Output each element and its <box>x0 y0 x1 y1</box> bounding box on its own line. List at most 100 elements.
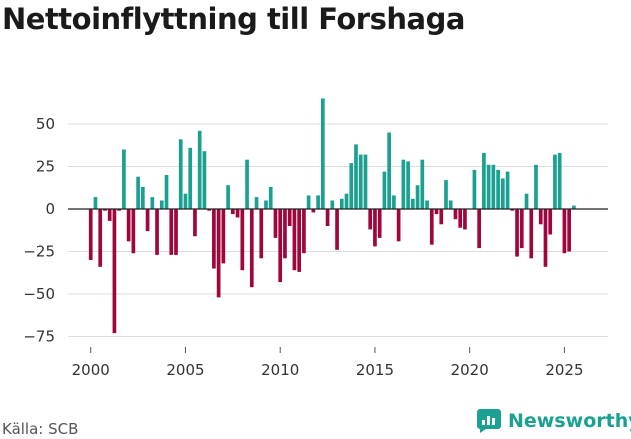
bar <box>140 186 145 209</box>
y-axis-ticks: 50 25 0 −25 −50 −75 <box>23 115 55 346</box>
bar <box>420 159 425 209</box>
bar <box>543 209 548 267</box>
bar <box>548 209 553 235</box>
bar <box>363 154 368 209</box>
bar <box>264 200 268 209</box>
bar <box>401 159 406 209</box>
bar <box>519 209 524 249</box>
bar <box>131 209 136 254</box>
bar <box>316 195 320 209</box>
newsworthy-logo-icon <box>477 409 501 433</box>
bar <box>226 185 230 209</box>
bar <box>349 163 354 209</box>
bar <box>486 164 491 209</box>
bar <box>216 209 221 298</box>
bar <box>207 209 211 211</box>
bar <box>240 209 245 271</box>
bar <box>278 209 283 283</box>
bar <box>103 209 107 211</box>
bar <box>339 198 344 209</box>
bar <box>126 209 131 242</box>
brand-name: Newsworthy <box>508 410 631 432</box>
bar <box>373 209 377 247</box>
bar <box>330 200 335 209</box>
bar <box>510 209 515 211</box>
bar <box>150 197 155 209</box>
bar <box>283 209 287 259</box>
bar <box>335 209 339 250</box>
bar <box>122 149 126 209</box>
bar <box>429 209 434 245</box>
x-tick-label: 2020 <box>451 361 489 379</box>
bar <box>491 164 496 209</box>
bar <box>183 193 188 209</box>
bar <box>382 171 387 209</box>
bar <box>136 176 140 209</box>
bar <box>230 209 235 215</box>
bar <box>212 209 216 269</box>
bar <box>368 209 373 230</box>
bar <box>320 98 325 209</box>
bar <box>482 152 486 209</box>
y-tick-label: 0 <box>45 200 55 218</box>
y-tick-label: 50 <box>36 115 55 133</box>
bar <box>448 200 453 209</box>
bar <box>302 209 306 254</box>
source-note: Källa: SCB <box>2 420 79 438</box>
bar <box>273 209 278 238</box>
bar <box>268 186 273 209</box>
bar <box>358 154 363 209</box>
bar <box>434 209 439 215</box>
bar <box>117 209 121 211</box>
bar <box>453 209 458 220</box>
x-axis-ticks: 2000 2005 2010 2015 2020 2025 <box>72 347 584 379</box>
bar <box>553 154 557 209</box>
bar <box>254 197 259 209</box>
bar <box>88 209 93 260</box>
bar <box>164 175 169 209</box>
x-tick-label: 2000 <box>72 361 110 379</box>
bar <box>159 200 164 209</box>
bar <box>174 209 178 255</box>
bar <box>444 180 448 209</box>
bar <box>245 159 249 209</box>
bar <box>325 209 330 226</box>
bar <box>496 169 500 209</box>
bar <box>145 209 150 232</box>
bar <box>415 185 420 209</box>
bar <box>410 198 415 209</box>
bar <box>529 209 534 259</box>
bar <box>406 161 410 209</box>
bar <box>112 209 117 334</box>
bar <box>463 209 467 230</box>
bar <box>221 209 226 264</box>
y-tick-label: −25 <box>23 243 55 261</box>
bar <box>249 209 254 288</box>
bar <box>392 195 396 209</box>
bar <box>155 209 159 255</box>
bars <box>88 98 576 334</box>
bar <box>306 195 311 209</box>
bar <box>98 209 103 267</box>
bar <box>524 193 529 209</box>
bar <box>477 209 481 249</box>
bar <box>538 209 543 225</box>
bar <box>557 152 562 209</box>
chart-title: Nettoinflyttning till Forshaga <box>2 2 465 36</box>
bar <box>534 164 538 209</box>
bar <box>169 209 174 255</box>
bar <box>202 151 207 209</box>
bar <box>292 209 297 271</box>
bar <box>178 139 183 209</box>
bar <box>235 209 240 218</box>
bar <box>311 209 316 213</box>
bar <box>500 178 505 209</box>
bar <box>259 209 264 259</box>
bar <box>377 209 382 238</box>
bar <box>287 209 292 226</box>
bar-chart: 50 25 0 −25 −50 −75 2000 2005 2010 2015 2020 2025 <box>23 98 608 379</box>
bar <box>458 209 463 228</box>
bar <box>93 197 98 209</box>
bar <box>425 200 429 209</box>
bar <box>567 209 571 252</box>
